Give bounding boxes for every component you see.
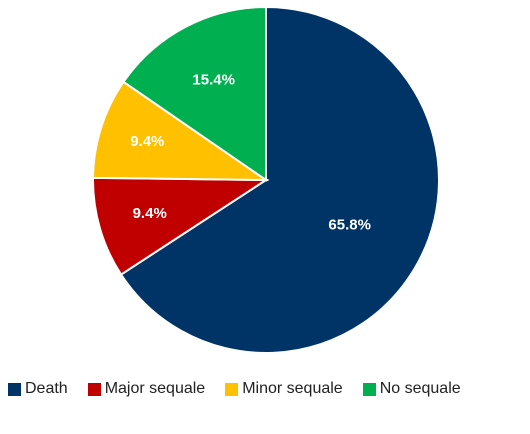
data-label-no-sequale: 15.4% — [192, 71, 235, 88]
legend-swatch-death — [8, 382, 21, 396]
legend-label-death: Death — [25, 380, 68, 397]
data-label-death: 65.8% — [328, 216, 371, 233]
legend-label-minor-sequale: Minor sequale — [242, 380, 343, 397]
legend-swatch-no-sequale — [362, 382, 376, 396]
legend: Death Major sequale Minor sequale No seq… — [8, 376, 530, 402]
legend-swatch-major-sequale — [87, 382, 101, 396]
legend-label-no-sequale: No sequale — [379, 380, 461, 397]
legend-swatch-minor-sequale — [225, 382, 239, 396]
pie-slice-minor-sequale — [92, 80, 270, 182]
legend-item-no-sequale: No sequale — [362, 380, 461, 398]
legend-item-minor-sequale: Minor sequale — [225, 380, 343, 398]
pie-chart: 65.8% 9.4% 9.4% 15.4% — [92, 5, 440, 354]
legend-item-death: Death — [8, 380, 68, 398]
pie-slice-major-sequale — [92, 176, 270, 276]
data-label-major-sequale: 9.4% — [133, 205, 167, 222]
data-label-minor-sequale: 9.4% — [130, 133, 164, 150]
legend-item-major-sequale: Major sequale — [87, 380, 206, 398]
pie-slice-death — [119, 5, 440, 354]
pie-slice-no-sequale — [122, 5, 267, 182]
legend-label-major-sequale: Major sequale — [104, 380, 206, 397]
